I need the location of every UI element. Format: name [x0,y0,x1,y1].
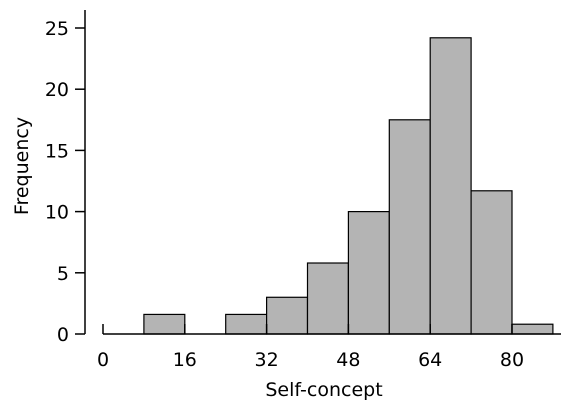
y-tick-label-15: 15 [45,140,69,162]
histogram-bar-8-16 [143,313,186,335]
histogram-bar-48-56 [347,211,390,335]
histogram-bar-24-32 [225,313,268,335]
bars-group [143,37,554,335]
histogram-bar-40-48 [306,262,350,335]
x-tick-label-32: 32 [255,349,279,371]
histogram-bar-72-80 [470,190,513,335]
y-tick-label-25: 25 [45,18,69,40]
y-tick-label-0: 0 [57,324,69,346]
x-tick-label-80: 80 [500,349,524,371]
x-axis-ticks: 0 16 32 48 64 80 [97,324,524,371]
y-tick-label-10: 10 [45,202,69,224]
y-axis-ticks: 0 5 10 15 20 25 [45,18,85,346]
histogram-bar-64-72 [429,37,472,335]
x-tick-label-64: 64 [418,349,442,371]
y-tick-label-5: 5 [57,263,69,285]
y-tick-label-20: 20 [45,79,69,101]
y-axis-title: Frequency [11,117,33,215]
x-tick-label-16: 16 [173,349,197,371]
x-axis-title: Self-concept [265,379,382,401]
x-tick-label-0: 0 [97,349,109,371]
histogram-bar-56-64 [388,119,431,335]
x-tick-label-48: 48 [336,349,360,371]
histogram-bar-32-40 [266,296,309,335]
histogram-bar-80-88 [511,323,554,335]
